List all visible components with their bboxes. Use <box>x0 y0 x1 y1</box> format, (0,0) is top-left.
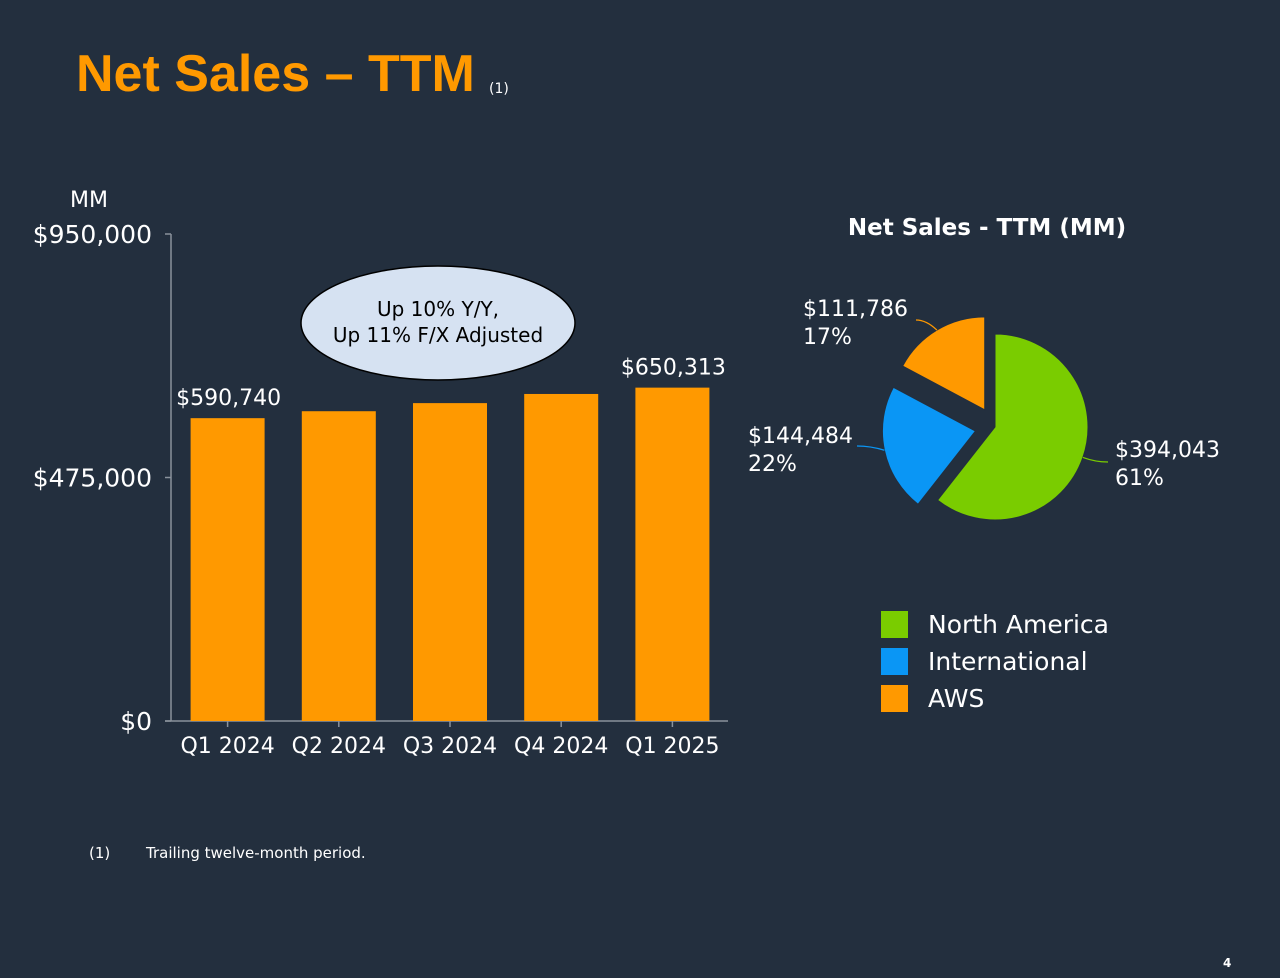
pie-percent-label: 61% <box>1115 466 1164 491</box>
growth-callout: Up 10% Y/Y, Up 11% F/X Adjusted <box>300 265 576 381</box>
pie-slice-international <box>881 386 977 505</box>
y-tick-label: $0 <box>120 707 152 736</box>
pie-leader-line <box>856 445 885 451</box>
legend-label: North America <box>928 610 1109 639</box>
pie-value-label: $394,043 <box>1115 438 1220 463</box>
pie-slice-north-america <box>936 333 1089 521</box>
page-number: 4 <box>1223 956 1232 970</box>
pie-title: Net Sales - TTM (MM) <box>848 215 1126 241</box>
x-tick-label: Q3 2024 <box>403 734 497 759</box>
y-tick-label: $950,000 <box>33 220 152 249</box>
pie-leader-line <box>1082 456 1109 463</box>
callout-line-1: Up 10% Y/Y, <box>377 297 499 321</box>
bar-data-label: $650,313 <box>621 356 726 381</box>
footnote-text: Trailing twelve-month period. <box>146 844 366 862</box>
footnote-marker: (1) <box>89 844 111 862</box>
x-tick-label: Q1 2024 <box>180 734 274 759</box>
callout-line-2: Up 11% F/X Adjusted <box>333 323 543 347</box>
bar <box>635 387 710 721</box>
legend-item-international: International <box>881 643 1109 680</box>
title-footnote-marker: (1) <box>489 81 509 97</box>
bar <box>301 411 376 721</box>
x-tick-label: Q4 2024 <box>514 734 608 759</box>
x-tick-label: Q2 2024 <box>292 734 386 759</box>
legend-swatch-aws <box>881 685 908 712</box>
bar <box>413 403 487 721</box>
pie-legend: North America International AWS <box>881 606 1109 717</box>
page-title: Net Sales – TTM <box>76 45 475 103</box>
y-tick-label: $475,000 <box>33 464 152 493</box>
pie-percent-label: 22% <box>748 452 797 477</box>
legend-swatch-north-america <box>881 611 908 638</box>
legend-item-north-america: North America <box>881 606 1109 643</box>
legend-label: International <box>928 647 1088 676</box>
bar-data-label: $590,740 <box>176 386 281 411</box>
pie-chart: Net Sales - TTM (MM) $394,043 61% $144,484… <box>748 215 1220 521</box>
bar <box>524 393 599 721</box>
legend-item-aws: AWS <box>881 680 1109 717</box>
legend-label: AWS <box>928 684 985 713</box>
legend-swatch-international <box>881 648 908 675</box>
x-tick-label: Q1 2025 <box>625 734 719 759</box>
pie-slice-aws <box>902 316 986 411</box>
bar-chart: MM $0 $475,000 $950,000 Q1 2024 Q2 2024 Q3 2… <box>33 188 728 759</box>
bar <box>190 418 265 721</box>
callout-bubble <box>300 265 576 381</box>
pie-value-label: $111,786 <box>803 297 908 322</box>
y-axis-label: MM <box>70 188 108 213</box>
pie-percent-label: 17% <box>803 325 852 350</box>
pie-leader-line <box>915 319 938 331</box>
pie-value-label: $144,484 <box>748 424 853 449</box>
